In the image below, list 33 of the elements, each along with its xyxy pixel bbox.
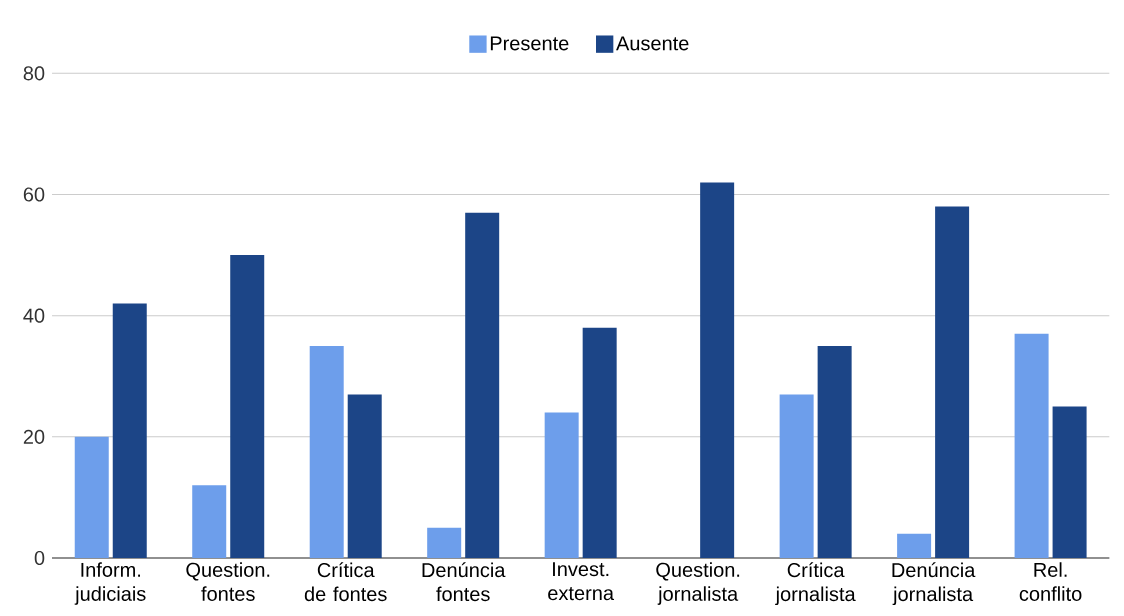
bar — [779, 394, 814, 558]
bar — [1052, 406, 1087, 558]
bar — [1014, 333, 1049, 558]
bar — [74, 436, 109, 558]
bar — [544, 412, 579, 558]
y-tick-label: 20 — [23, 429, 45, 444]
bar — [230, 255, 265, 558]
bar — [347, 394, 382, 558]
bar — [700, 182, 735, 558]
x-tick-label: Inform. judiciais — [74, 562, 146, 605]
y-tick-label: 0 — [34, 550, 45, 566]
bar — [112, 303, 147, 558]
bar — [817, 345, 852, 558]
legend-label: Presente — [490, 36, 569, 51]
x-tick-label: Rel. conflito — [1019, 562, 1082, 601]
bar — [309, 345, 344, 558]
x-tick-label: Question. fontes — [186, 562, 270, 601]
x-tick-label: Invest. externa — [548, 562, 615, 601]
x-tick-label: Crítica jornalista — [775, 562, 856, 606]
bar — [935, 206, 970, 558]
legend-label: Ausente — [616, 36, 689, 51]
y-tick-label: 60 — [23, 187, 45, 202]
x-tick-label: Denúncia fontes — [422, 562, 506, 602]
bar — [582, 327, 617, 558]
bar — [897, 533, 932, 558]
x-tick-label: Question. jornalista — [656, 562, 740, 605]
x-tick-label: Crítica de fontes — [304, 562, 387, 602]
y-tick-label: 80 — [23, 66, 45, 81]
x-tick-label: Denúncia jornalista — [892, 562, 976, 606]
y-tick-label: 40 — [23, 308, 45, 323]
bar — [192, 485, 227, 558]
bar — [465, 212, 500, 558]
bar — [427, 527, 462, 558]
